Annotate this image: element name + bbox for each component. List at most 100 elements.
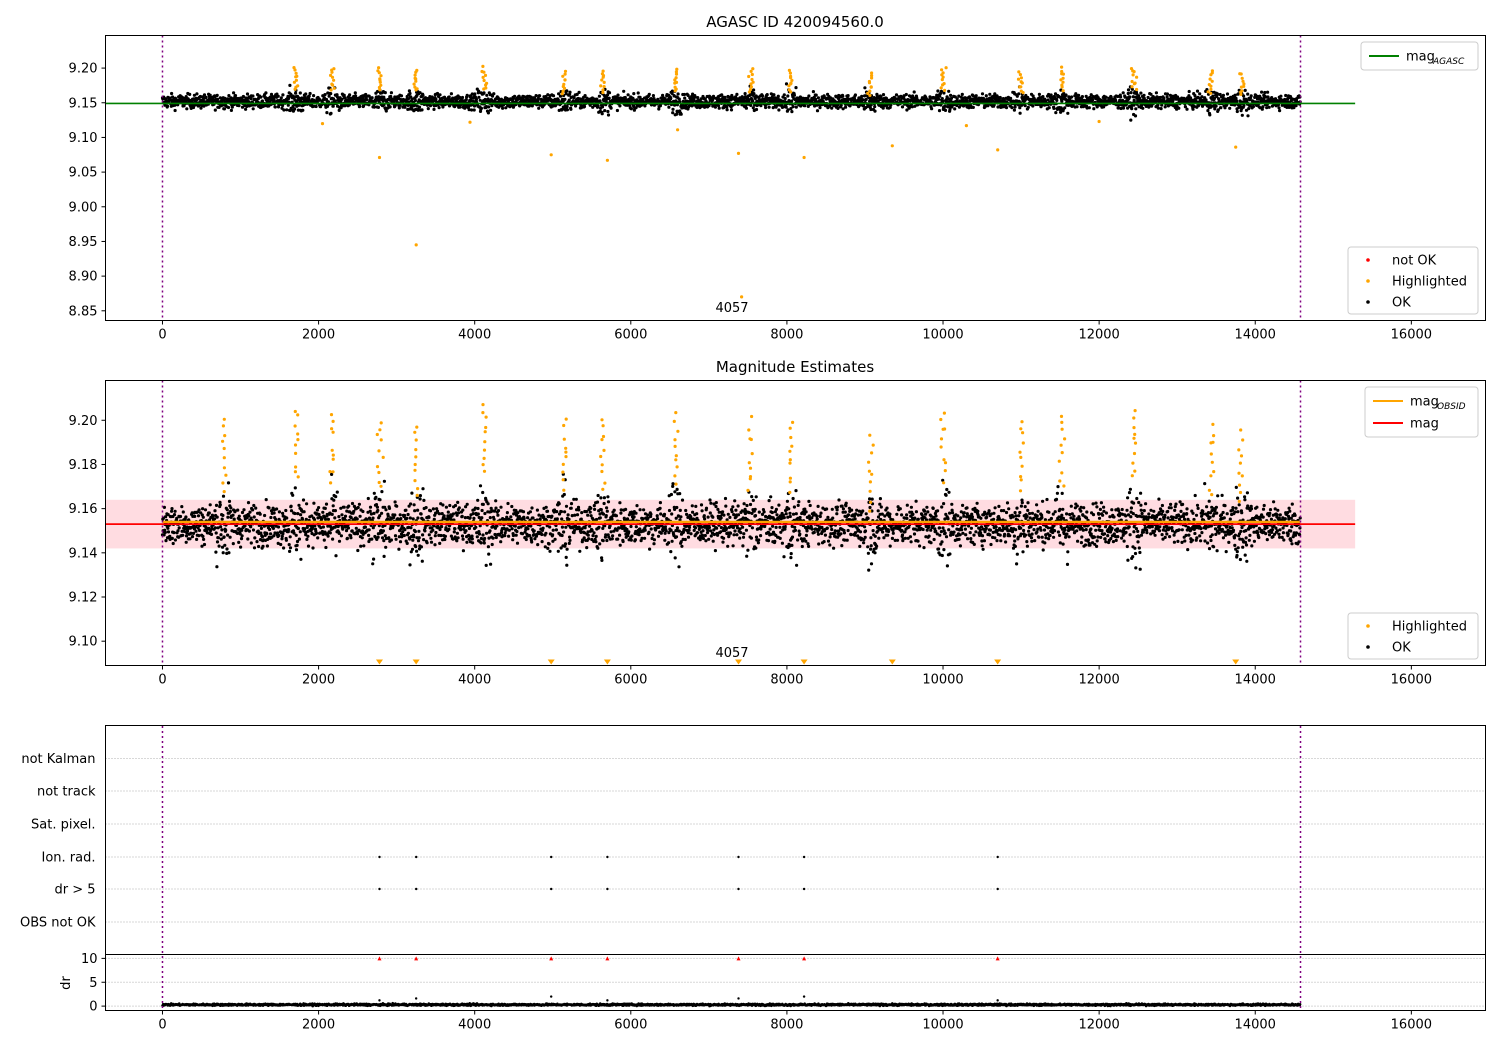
highlighted-point — [1019, 85, 1023, 89]
highlighted-point — [751, 67, 755, 71]
legend-box — [1347, 612, 1479, 660]
highlighted-point — [330, 448, 334, 452]
axes-frame — [105, 380, 1486, 666]
x-tick-label: 2000 — [302, 673, 335, 688]
highlighted-point — [1021, 91, 1025, 95]
highlighted-point — [562, 86, 567, 90]
highlighted-point — [1135, 87, 1139, 92]
highlighted-point — [789, 435, 793, 440]
highlighted-point — [1239, 92, 1243, 96]
highlighted-point — [1132, 451, 1137, 456]
flag-point — [378, 855, 381, 859]
highlighted-point — [379, 74, 383, 78]
legend-point-label: Highlighted — [1392, 620, 1467, 635]
highlighted-point — [787, 68, 792, 72]
highlighted-point — [481, 403, 485, 407]
highlighted-point — [1063, 437, 1067, 441]
highlighted-point — [561, 89, 565, 93]
highlighted-point — [378, 428, 382, 432]
outlier-point — [468, 120, 472, 124]
flag-row-label: Sat. pixel. — [31, 818, 95, 833]
below-range-marker — [547, 659, 555, 665]
outlier-point — [676, 128, 680, 132]
highlighted-point — [331, 419, 335, 423]
highlighted-point — [484, 415, 488, 419]
highlighted-point — [329, 481, 333, 485]
highlighted-point — [1058, 479, 1062, 483]
highlighted-point — [944, 66, 948, 70]
outlier-point — [802, 155, 806, 160]
highlighted-point — [1207, 488, 1211, 492]
highlighted-point — [747, 461, 751, 465]
highlighted-point — [1131, 73, 1135, 77]
legend-point-label: Highlighted — [1392, 275, 1467, 290]
highlighted-point — [868, 509, 872, 513]
highlighted-point — [561, 74, 565, 78]
highlighted-point — [673, 81, 677, 85]
highlighted-point — [1019, 478, 1023, 482]
highlighted-point — [296, 438, 300, 442]
highlighted-point — [750, 72, 754, 77]
highlighted-point — [562, 488, 566, 492]
highlighted-point — [600, 469, 604, 474]
highlighted-point — [330, 427, 334, 431]
highlighted-point — [939, 86, 943, 90]
highlighted-point — [599, 84, 603, 88]
highlighted-point — [1209, 474, 1213, 478]
highlighted-point — [296, 413, 300, 417]
highlighted-point — [223, 434, 227, 438]
highlighted-point — [940, 68, 944, 72]
highlighted-point — [1132, 436, 1136, 440]
highlighted-point — [868, 433, 872, 437]
x-tick-label: 2000 — [302, 1018, 335, 1033]
highlighted-point — [1210, 460, 1214, 464]
highlighted-point — [1059, 443, 1063, 447]
legend-line-label: mag — [1410, 417, 1439, 432]
x-tick-label: 0 — [158, 673, 166, 688]
dr-clipped-marker — [802, 956, 807, 961]
legend-point-swatch — [1366, 624, 1370, 628]
x-tick-label: 6000 — [614, 673, 647, 688]
highlighted-point — [331, 453, 335, 457]
below-range-marker — [412, 659, 420, 665]
outlier-point — [1097, 119, 1101, 124]
x-tick-label: 14000 — [1235, 1018, 1276, 1033]
outlier-point — [320, 122, 325, 126]
highlighted-point — [1019, 475, 1023, 479]
highlighted-point — [749, 437, 753, 442]
highlighted-point — [749, 85, 754, 89]
highlighted-point — [483, 440, 487, 444]
highlighted-point — [943, 88, 947, 92]
highlighted-point — [328, 470, 332, 474]
highlighted-point — [601, 90, 605, 95]
highlighted-point — [564, 450, 568, 454]
highlighted-point — [331, 457, 335, 461]
highlighted-point — [414, 455, 418, 459]
flag-row-label: Ion. rad. — [42, 851, 96, 866]
highlighted-point — [747, 428, 751, 432]
y-tick-label: 9.15 — [69, 96, 98, 111]
highlighted-point — [939, 417, 943, 422]
highlighted-point — [601, 434, 606, 439]
highlighted-point — [939, 437, 944, 441]
y-tick-label: 9.18 — [69, 458, 98, 473]
highlighted-point — [412, 82, 416, 86]
highlighted-point — [293, 470, 297, 474]
highlighted-point — [868, 480, 873, 484]
highlighted-point — [1018, 73, 1023, 77]
below-range-marker — [1232, 659, 1240, 665]
highlighted-point — [1060, 427, 1064, 431]
highlighted-point — [870, 71, 874, 75]
highlighted-point — [1060, 65, 1064, 69]
highlighted-point — [1206, 90, 1210, 94]
highlighted-point — [788, 490, 792, 494]
flag-point — [737, 887, 740, 891]
highlighted-point — [790, 444, 794, 448]
highlighted-point — [1237, 499, 1241, 503]
highlighted-point — [560, 92, 564, 96]
highlighted-point — [790, 78, 794, 82]
x-tick-label: 16000 — [1391, 1018, 1432, 1033]
highlighted-point — [293, 87, 297, 91]
outlier-point — [964, 124, 969, 128]
